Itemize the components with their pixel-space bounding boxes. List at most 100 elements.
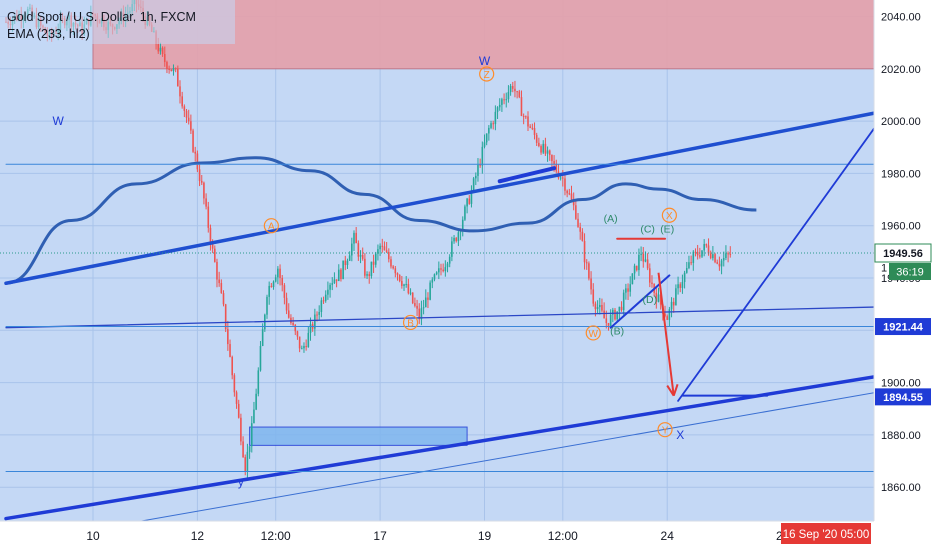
time-axis[interactable] — [0, 521, 874, 550]
candle-body — [407, 284, 410, 294]
candle-body — [427, 297, 429, 300]
candle-body — [553, 161, 555, 165]
candle-body — [183, 106, 186, 111]
candle-body — [411, 292, 414, 304]
candle-body — [479, 164, 481, 166]
projection-arrow[interactable] — [657, 272, 675, 396]
candle-body — [612, 309, 614, 315]
candle-body — [348, 255, 351, 261]
candle-body — [181, 96, 183, 107]
projection-arrow-head — [672, 383, 679, 396]
candle-body — [564, 178, 566, 191]
projection-up-line[interactable] — [677, 111, 887, 402]
candle-body — [309, 324, 312, 333]
candle-body — [196, 153, 199, 170]
candle-body — [261, 329, 264, 347]
candle-body — [677, 284, 679, 289]
candle-body — [598, 304, 601, 308]
candle-body — [327, 289, 329, 295]
candle-body — [353, 232, 355, 244]
candle-body — [727, 253, 729, 255]
countdown-badge: 36:19 — [896, 267, 924, 279]
candle-body — [296, 331, 299, 337]
candle-body — [244, 457, 247, 472]
time-badge: 16 Sep '20 05:00 — [781, 523, 871, 544]
candle-body — [516, 91, 518, 93]
lower-channel-line[interactable] — [4, 375, 887, 521]
candle-body — [314, 314, 316, 329]
candle-body — [590, 278, 592, 290]
candle-body — [477, 164, 479, 176]
candle-body — [725, 253, 727, 259]
candle-body — [627, 288, 629, 292]
candle-body — [638, 254, 640, 271]
time-tick-label: 12 — [191, 529, 205, 543]
candle-body — [572, 199, 575, 206]
candle-body — [246, 451, 249, 472]
candle-body — [607, 322, 610, 326]
time-tick-label: 24 — [661, 529, 675, 543]
candle-body — [322, 300, 325, 302]
candle-body — [192, 130, 194, 152]
candle-body — [633, 265, 636, 274]
candle-body — [666, 316, 668, 320]
time-tick-label: 19 — [478, 529, 492, 543]
price-tick-label: 1960.00 — [881, 221, 921, 233]
candle-body — [585, 262, 588, 264]
candle-body — [481, 146, 484, 166]
candle-body — [355, 232, 357, 244]
candle-body — [448, 256, 451, 264]
ema-layer — [5, 156, 757, 285]
candle-body — [405, 284, 407, 286]
candle-body — [514, 88, 516, 92]
time-axis-labels: 10 12 12:00 17 19 12:00 24 — [86, 529, 674, 543]
candle-body — [301, 348, 303, 350]
candle-body — [420, 308, 423, 320]
candle-body — [575, 205, 577, 219]
candle-body — [699, 255, 701, 257]
candle-body — [351, 243, 353, 256]
candle-body — [494, 111, 497, 125]
candle-body — [546, 150, 549, 154]
candle-body — [401, 280, 403, 286]
candle-body — [187, 117, 190, 122]
candle-body — [640, 253, 642, 255]
candle-body — [305, 346, 307, 348]
candle-body — [670, 301, 673, 310]
candle-body — [233, 375, 236, 393]
candle-body — [542, 143, 545, 153]
candle-body — [163, 54, 166, 63]
short-bold-line[interactable] — [497, 166, 557, 184]
candle-body — [274, 277, 277, 282]
candle-body — [194, 151, 197, 154]
candle-body — [377, 249, 379, 254]
candle-body — [220, 283, 223, 294]
candle-body — [614, 309, 616, 320]
drawing-layer[interactable] — [0, 111, 887, 545]
candle-body — [488, 127, 490, 134]
candle-body — [683, 272, 686, 282]
candle-body — [211, 243, 214, 249]
demand-zone[interactable] — [249, 426, 468, 446]
time-badge-label: 16 Sep '20 05:00 — [783, 529, 870, 541]
time-badge-bg — [781, 523, 871, 544]
candle-body — [385, 250, 388, 253]
candle-body — [505, 99, 508, 101]
ema-233-line[interactable] — [5, 156, 757, 285]
candle-body — [577, 218, 579, 227]
candle-body — [418, 308, 421, 320]
header-backdrop — [0, 0, 235, 44]
candle-body — [472, 178, 475, 191]
candle-body — [329, 284, 331, 290]
candle-body — [709, 253, 712, 259]
candle-body — [424, 297, 427, 308]
candle-body — [601, 304, 603, 311]
candle-body — [170, 69, 173, 72]
upper-channel-line[interactable] — [4, 111, 887, 285]
candle-body — [588, 263, 590, 279]
lower-thin-line[interactable] — [6, 390, 887, 544]
candle-body — [216, 261, 218, 280]
inner-trendline-thin[interactable] — [5, 306, 887, 329]
candle-body — [527, 116, 529, 127]
